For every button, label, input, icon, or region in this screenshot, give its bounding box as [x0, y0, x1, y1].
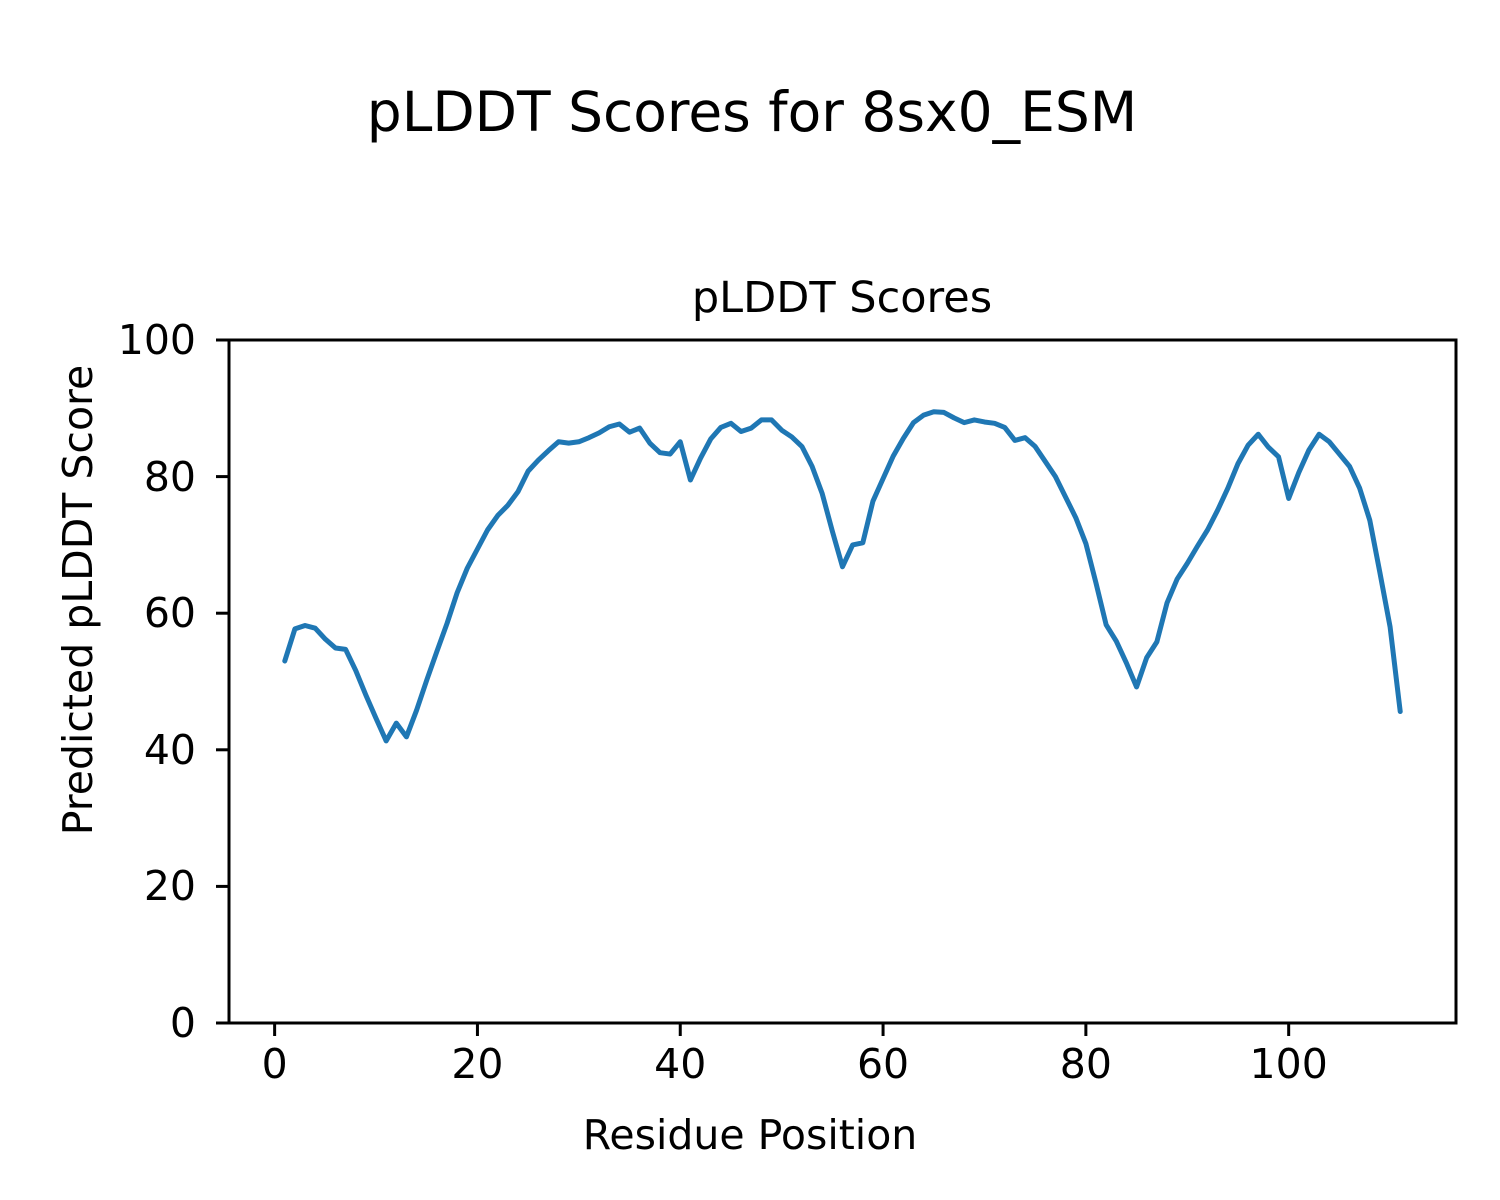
x-axis-label: Residue Position [582, 1111, 918, 1159]
y-tick-label: 100 [117, 316, 196, 364]
y-tick-label: 0 [169, 999, 196, 1047]
y-tick-label: 20 [143, 862, 196, 911]
x-tick-label: 60 [856, 1040, 910, 1088]
y-tick-label: 60 [143, 589, 196, 638]
plddt-score-line [282, 409, 1403, 744]
axes-spines [227, 338, 1458, 1025]
x-tick-label: 100 [1249, 1040, 1328, 1088]
y-axis-label: Predicted pLDDT Score [54, 364, 102, 836]
x-tick-label: 80 [1059, 1040, 1112, 1088]
y-tick-label: 80 [143, 452, 196, 501]
figure-title: pLDDT Scores for 8sx0_ESM [366, 80, 1138, 144]
x-tick-label: 40 [654, 1040, 707, 1088]
x-tick-label: 20 [451, 1040, 504, 1088]
axes-title: pLDDT Scores [691, 273, 993, 323]
x-tick-label: 0 [261, 1040, 288, 1088]
y-tick-label: 40 [143, 725, 196, 774]
